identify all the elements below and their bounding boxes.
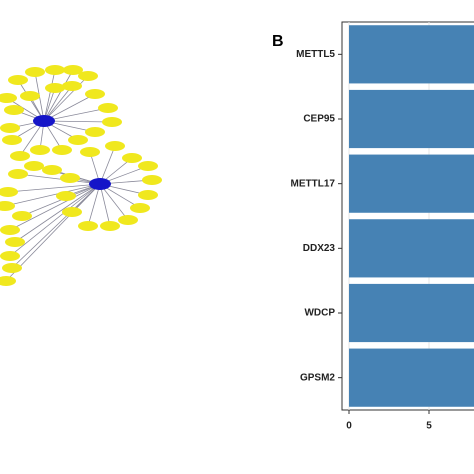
gene-node bbox=[105, 141, 125, 151]
gene-node bbox=[2, 263, 22, 273]
gene-node bbox=[62, 207, 82, 217]
y-tick-label: WDCP bbox=[304, 308, 335, 319]
gene-node bbox=[80, 147, 100, 157]
gene-node bbox=[78, 221, 98, 231]
edge bbox=[43, 107, 109, 122]
panel-label: B bbox=[272, 33, 284, 50]
edge bbox=[43, 75, 89, 122]
gene-node bbox=[0, 187, 18, 197]
gene-node bbox=[68, 135, 88, 145]
gene-node bbox=[45, 83, 65, 93]
y-tick-label: CEP95 bbox=[303, 114, 335, 125]
y-tick-label: DDX23 bbox=[303, 243, 336, 254]
gene-node bbox=[0, 251, 20, 261]
gene-node bbox=[52, 145, 72, 155]
gene-node bbox=[130, 203, 150, 213]
gene-node bbox=[10, 151, 30, 161]
y-tick-label: METTL17 bbox=[291, 178, 336, 189]
gene-node bbox=[62, 81, 82, 91]
plot-panel bbox=[341, 21, 474, 411]
gene-node bbox=[45, 65, 65, 75]
edge bbox=[7, 183, 101, 193]
gene-node bbox=[12, 211, 32, 221]
edge bbox=[43, 69, 74, 122]
gene-node bbox=[42, 165, 62, 175]
edge bbox=[43, 120, 113, 123]
edge bbox=[43, 69, 56, 122]
x-tick-label: 0 bbox=[346, 421, 352, 432]
bar bbox=[349, 154, 474, 213]
gene-node bbox=[25, 67, 45, 77]
edge bbox=[43, 85, 73, 122]
bar bbox=[349, 219, 474, 278]
gene-node bbox=[100, 221, 120, 231]
gene-node bbox=[138, 190, 158, 200]
gene-node bbox=[20, 91, 40, 101]
gene-node bbox=[85, 89, 105, 99]
edge bbox=[17, 173, 101, 185]
edge bbox=[99, 145, 116, 185]
gene-node bbox=[142, 175, 162, 185]
edge bbox=[9, 183, 101, 231]
edge bbox=[99, 183, 129, 221]
y-tick-label: METTL5 bbox=[296, 49, 335, 60]
bar bbox=[349, 89, 474, 149]
edge bbox=[14, 183, 101, 243]
gene-node bbox=[2, 135, 22, 145]
gene-node bbox=[0, 225, 20, 235]
hub-node bbox=[89, 178, 111, 190]
edge bbox=[87, 183, 101, 227]
gene-node bbox=[0, 123, 20, 133]
bar bbox=[349, 25, 474, 84]
edge bbox=[19, 120, 45, 157]
gene-node bbox=[4, 105, 24, 115]
gene-node bbox=[56, 191, 76, 201]
gene-node bbox=[102, 117, 122, 127]
gene-node bbox=[24, 161, 44, 171]
gene-node bbox=[8, 169, 28, 179]
edge bbox=[43, 93, 96, 122]
edge bbox=[9, 183, 101, 257]
gene-node bbox=[98, 103, 118, 113]
gene-node bbox=[85, 127, 105, 137]
gene-node bbox=[0, 201, 15, 211]
hub-node bbox=[33, 115, 55, 127]
y-tick-label: GPSM2 bbox=[300, 372, 335, 383]
gene-node bbox=[78, 71, 98, 81]
gene-node bbox=[118, 215, 138, 225]
gene-node bbox=[30, 145, 50, 155]
edge bbox=[11, 183, 101, 269]
gene-node bbox=[0, 93, 17, 103]
gene-node bbox=[8, 75, 28, 85]
edge bbox=[99, 183, 111, 227]
gene-node bbox=[60, 173, 80, 183]
gene-node bbox=[63, 65, 83, 75]
gene-node bbox=[5, 237, 25, 247]
network-diagram bbox=[0, 65, 162, 286]
edge bbox=[4, 183, 101, 207]
bar bbox=[349, 348, 474, 407]
gene-node bbox=[122, 153, 142, 163]
gene-node bbox=[0, 276, 16, 286]
gene-node bbox=[138, 161, 158, 171]
x-tick-label: 5 bbox=[426, 421, 432, 432]
bar bbox=[349, 283, 474, 343]
edge bbox=[5, 183, 101, 282]
